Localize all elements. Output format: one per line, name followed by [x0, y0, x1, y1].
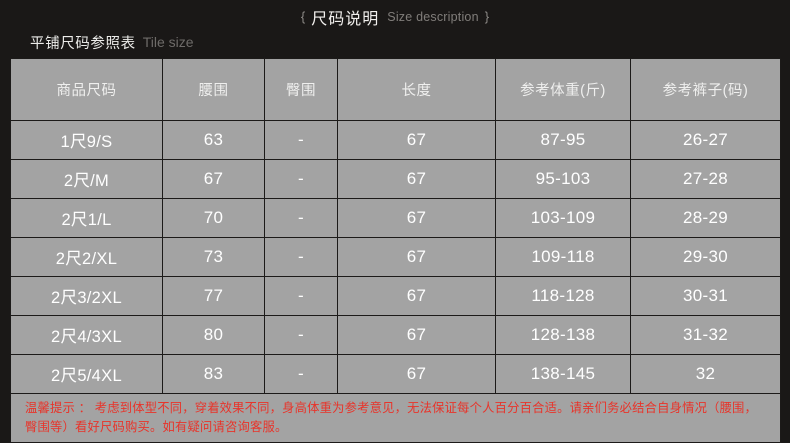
- column-header-length: 长度: [337, 58, 496, 121]
- cell-waist: 70: [162, 198, 265, 238]
- cell-waist: 67: [162, 159, 265, 199]
- cell-length: 67: [337, 237, 496, 277]
- cell-waist: 63: [162, 120, 265, 160]
- table-row: 2尺4/3XL 80 - 67 128-138 31-32: [10, 315, 781, 355]
- cell-ref-weight: 128-138: [495, 315, 631, 355]
- column-header-ref-pant-size: 参考裤子(码): [630, 58, 781, 121]
- table-row: 1尺9/S 63 - 67 87-95 26-27: [10, 120, 781, 160]
- table-row: 2尺3/2XL 77 - 67 118-128 30-31: [10, 276, 781, 316]
- subtitle-en: Tile size: [142, 34, 194, 50]
- cell-hip: -: [264, 354, 338, 394]
- cell-product-size: 2尺3/2XL: [10, 276, 163, 316]
- page-title-cn: 尺码说明: [311, 11, 380, 28]
- cell-waist: 83: [162, 354, 265, 394]
- cell-product-size: 2尺2/XL: [10, 237, 163, 277]
- page-title: { 尺码说明 Size description }: [0, 6, 790, 29]
- size-chart-table: 商品尺码 腰围 臀围 长度 参考体重(斤) 参考裤子(码) 1尺9/S 63 -…: [10, 58, 781, 443]
- table-footer-note-row: 温馨提示 ： 考虑到体型不同，穿着效果不同，身高体重为参考意见，无法保证每个人百…: [10, 393, 781, 443]
- page-title-en: Size description: [387, 10, 479, 24]
- column-header-ref-weight: 参考体重(斤): [495, 58, 631, 121]
- cell-ref-pant-size: 29-30: [630, 237, 781, 277]
- cell-product-size: 1尺9/S: [10, 120, 163, 160]
- table-row: 2尺5/4XL 83 - 67 138-145 32: [10, 354, 781, 394]
- cell-product-size: 2尺5/4XL: [10, 354, 163, 394]
- column-header-hip: 臀围: [264, 58, 338, 121]
- brace-right-icon: }: [484, 8, 490, 24]
- cell-ref-weight: 118-128: [495, 276, 631, 316]
- note-cell: 温馨提示 ： 考虑到体型不同，穿着效果不同，身高体重为参考意见，无法保证每个人百…: [10, 393, 781, 443]
- subtitle: 平铺尺码参照表 Tile size: [30, 30, 194, 54]
- cell-hip: -: [264, 120, 338, 160]
- subtitle-cn: 平铺尺码参照表: [30, 35, 136, 52]
- table-row: 2尺1/L 70 - 67 103-109 28-29: [10, 198, 781, 238]
- cell-product-size: 2尺4/3XL: [10, 315, 163, 355]
- cell-waist: 80: [162, 315, 265, 355]
- size-warning-note: 温馨提示 ： 考虑到体型不同，穿着效果不同，身高体重为参考意见，无法保证每个人百…: [25, 401, 758, 434]
- cell-ref-pant-size: 31-32: [630, 315, 781, 355]
- cell-ref-pant-size: 32: [630, 354, 781, 394]
- cell-ref-pant-size: 26-27: [630, 120, 781, 160]
- table-header-row: 商品尺码 腰围 臀围 长度 参考体重(斤) 参考裤子(码): [10, 58, 781, 121]
- table-row: 2尺/M 67 - 67 95-103 27-28: [10, 159, 781, 199]
- cell-product-size: 2尺1/L: [10, 198, 163, 238]
- cell-hip: -: [264, 276, 338, 316]
- column-header-product-size: 商品尺码: [10, 58, 163, 121]
- cell-ref-weight: 87-95: [495, 120, 631, 160]
- brace-left-icon: {: [300, 8, 306, 24]
- cell-waist: 77: [162, 276, 265, 316]
- cell-length: 67: [337, 315, 496, 355]
- cell-ref-pant-size: 27-28: [630, 159, 781, 199]
- cell-ref-weight: 109-118: [495, 237, 631, 277]
- cell-length: 67: [337, 354, 496, 394]
- cell-length: 67: [337, 120, 496, 160]
- table-row: 2尺2/XL 73 - 67 109-118 29-30: [10, 237, 781, 277]
- cell-ref-weight: 138-145: [495, 354, 631, 394]
- cell-ref-weight: 95-103: [495, 159, 631, 199]
- cell-length: 67: [337, 198, 496, 238]
- cell-ref-weight: 103-109: [495, 198, 631, 238]
- cell-length: 67: [337, 276, 496, 316]
- cell-ref-pant-size: 28-29: [630, 198, 781, 238]
- cell-hip: -: [264, 315, 338, 355]
- column-header-waist: 腰围: [162, 58, 265, 121]
- cell-hip: -: [264, 237, 338, 277]
- cell-waist: 73: [162, 237, 265, 277]
- cell-hip: -: [264, 159, 338, 199]
- cell-hip: -: [264, 198, 338, 238]
- cell-product-size: 2尺/M: [10, 159, 163, 199]
- cell-length: 67: [337, 159, 496, 199]
- cell-ref-pant-size: 30-31: [630, 276, 781, 316]
